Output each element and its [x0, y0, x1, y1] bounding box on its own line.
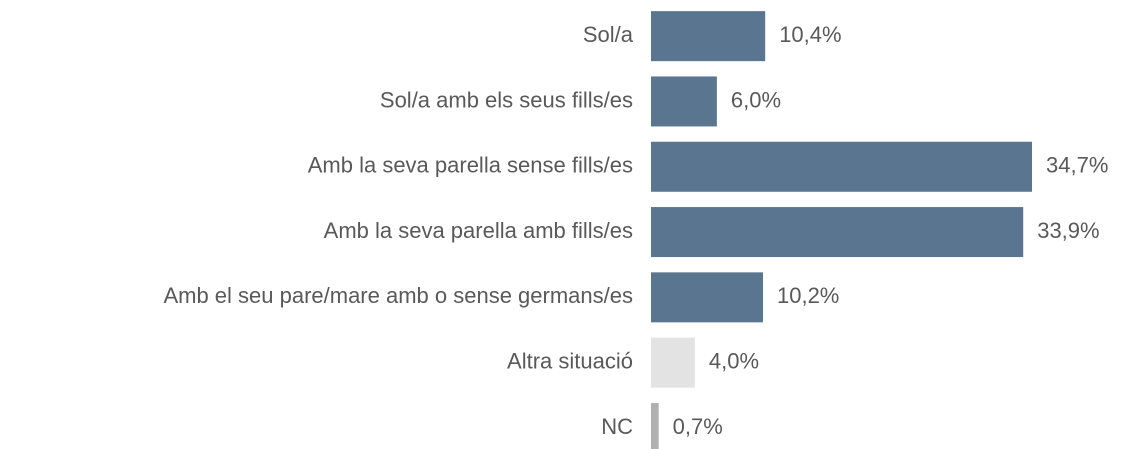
- bar: [651, 337, 695, 388]
- value-label: 6,0%: [731, 87, 781, 112]
- bar: [651, 207, 1024, 258]
- bar: [651, 76, 717, 127]
- category-label: Altra situació: [507, 348, 633, 373]
- value-label: 34,7%: [1046, 153, 1108, 178]
- bar: [651, 272, 763, 323]
- value-label: 10,4%: [779, 22, 841, 47]
- value-label: 0,7%: [673, 414, 723, 439]
- bar: [651, 402, 659, 449]
- value-label: 33,9%: [1037, 218, 1099, 243]
- category-label: Amb la seva parella amb fills/es: [324, 218, 633, 243]
- category-label: NC: [601, 414, 633, 439]
- value-label: 4,0%: [709, 348, 759, 373]
- category-label: Amb el seu pare/mare amb o sense germans…: [163, 283, 633, 308]
- bar: [651, 141, 1032, 192]
- value-label: 10,2%: [777, 283, 839, 308]
- category-label: Sol/a amb els seus fills/es: [380, 87, 633, 112]
- bar: [651, 11, 766, 62]
- category-label: Amb la seva parella sense fills/es: [308, 153, 633, 178]
- category-label: Sol/a: [583, 22, 634, 47]
